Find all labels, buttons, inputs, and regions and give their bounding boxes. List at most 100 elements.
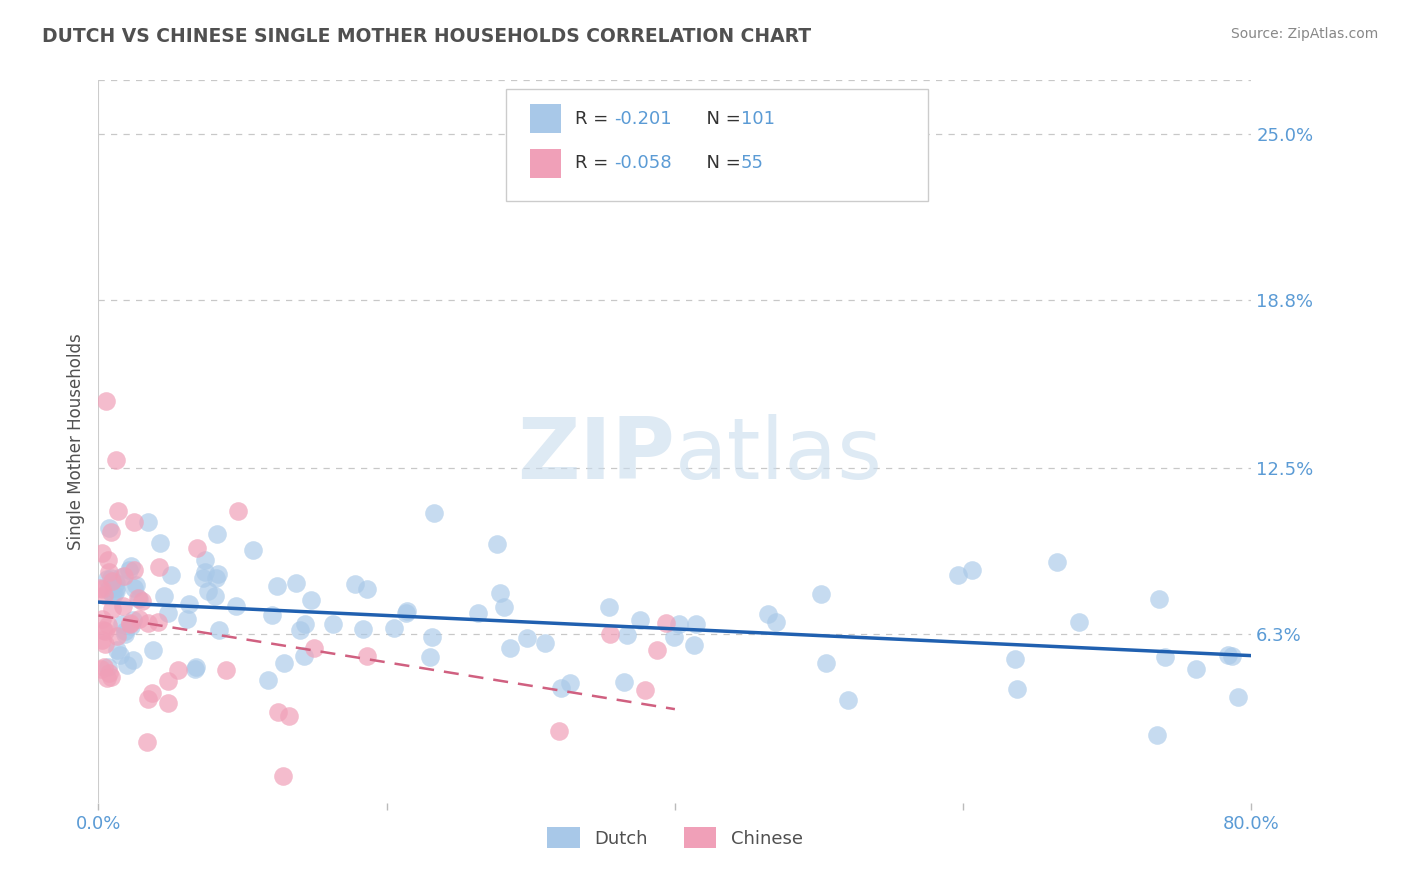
Point bbox=[93, 659, 115, 673]
Point bbox=[302, 640, 325, 655]
Point bbox=[91, 623, 114, 637]
Point bbox=[395, 606, 418, 620]
Point bbox=[111, 617, 134, 632]
Text: 101: 101 bbox=[741, 110, 775, 128]
Point bbox=[299, 592, 322, 607]
Point bbox=[136, 515, 159, 529]
Point bbox=[294, 616, 316, 631]
Point bbox=[1004, 652, 1026, 666]
Point bbox=[100, 524, 122, 539]
Point bbox=[1185, 661, 1208, 675]
Point bbox=[98, 565, 121, 579]
Point bbox=[419, 649, 441, 664]
Point bbox=[100, 571, 122, 585]
Point bbox=[124, 515, 146, 529]
Point bbox=[467, 606, 489, 620]
Point bbox=[97, 552, 120, 566]
Text: -0.201: -0.201 bbox=[614, 110, 672, 128]
Point bbox=[205, 526, 228, 541]
Point bbox=[90, 612, 112, 626]
Point bbox=[266, 706, 288, 720]
Text: Source: ZipAtlas.com: Source: ZipAtlas.com bbox=[1230, 27, 1378, 41]
Point bbox=[273, 656, 295, 670]
Point bbox=[127, 591, 149, 606]
Point bbox=[90, 662, 112, 676]
Point bbox=[136, 615, 159, 630]
Point bbox=[647, 642, 669, 657]
Point bbox=[122, 581, 145, 595]
Point bbox=[256, 673, 278, 688]
Point bbox=[93, 637, 115, 651]
Point bbox=[550, 681, 572, 695]
Point bbox=[146, 615, 169, 629]
Text: DUTCH VS CHINESE SINGLE MOTHER HOUSEHOLDS CORRELATION CHART: DUTCH VS CHINESE SINGLE MOTHER HOUSEHOLD… bbox=[42, 27, 811, 45]
Point bbox=[121, 653, 143, 667]
Point bbox=[101, 601, 124, 615]
Point bbox=[1005, 681, 1028, 696]
Point bbox=[352, 622, 374, 636]
Point bbox=[104, 581, 127, 595]
Point bbox=[105, 584, 128, 599]
Point bbox=[260, 607, 283, 622]
Point bbox=[207, 566, 229, 581]
Point bbox=[880, 167, 903, 181]
Point bbox=[226, 504, 249, 518]
Text: N =: N = bbox=[695, 110, 747, 128]
Text: R =: R = bbox=[575, 110, 614, 128]
Point bbox=[121, 613, 143, 627]
Point bbox=[499, 641, 522, 656]
Point bbox=[160, 568, 183, 582]
Point bbox=[685, 617, 707, 632]
Text: 55: 55 bbox=[741, 154, 763, 172]
Point bbox=[422, 630, 444, 644]
Point bbox=[157, 673, 180, 688]
Point bbox=[396, 604, 419, 618]
Point bbox=[101, 574, 124, 588]
Point bbox=[108, 648, 131, 662]
Point bbox=[1227, 690, 1250, 705]
Point bbox=[1046, 556, 1069, 570]
Point bbox=[208, 624, 231, 638]
Point bbox=[93, 588, 115, 602]
Point bbox=[94, 394, 117, 409]
Text: N =: N = bbox=[695, 154, 747, 172]
Point bbox=[548, 723, 571, 738]
Point bbox=[128, 592, 150, 607]
Point bbox=[423, 506, 446, 520]
Point bbox=[112, 569, 135, 583]
Point bbox=[191, 571, 214, 585]
Point bbox=[103, 587, 125, 601]
Point bbox=[837, 692, 859, 706]
Point bbox=[89, 582, 111, 596]
Point bbox=[120, 559, 142, 574]
Point bbox=[114, 624, 136, 639]
Point bbox=[122, 563, 145, 577]
Point bbox=[489, 585, 512, 599]
Point bbox=[494, 600, 516, 615]
Point bbox=[266, 579, 288, 593]
Point bbox=[612, 675, 634, 690]
Point bbox=[120, 617, 142, 632]
Point bbox=[630, 613, 652, 627]
Point bbox=[765, 615, 787, 630]
Point bbox=[486, 537, 509, 551]
Point bbox=[131, 594, 153, 608]
Point bbox=[215, 663, 238, 677]
Point bbox=[599, 627, 621, 641]
Point bbox=[322, 616, 344, 631]
Point bbox=[100, 670, 122, 684]
Point bbox=[94, 624, 117, 639]
Point bbox=[205, 571, 228, 585]
Point bbox=[167, 663, 190, 677]
Legend: Dutch, Chinese: Dutch, Chinese bbox=[540, 820, 810, 855]
Point bbox=[177, 597, 200, 611]
Point bbox=[105, 643, 128, 657]
Point bbox=[136, 735, 159, 749]
Point bbox=[382, 621, 405, 635]
Point bbox=[110, 570, 132, 584]
Text: ZIP: ZIP bbox=[517, 415, 675, 498]
Point bbox=[290, 624, 312, 638]
Point bbox=[242, 542, 264, 557]
Text: atlas: atlas bbox=[675, 415, 883, 498]
Point bbox=[120, 619, 142, 633]
